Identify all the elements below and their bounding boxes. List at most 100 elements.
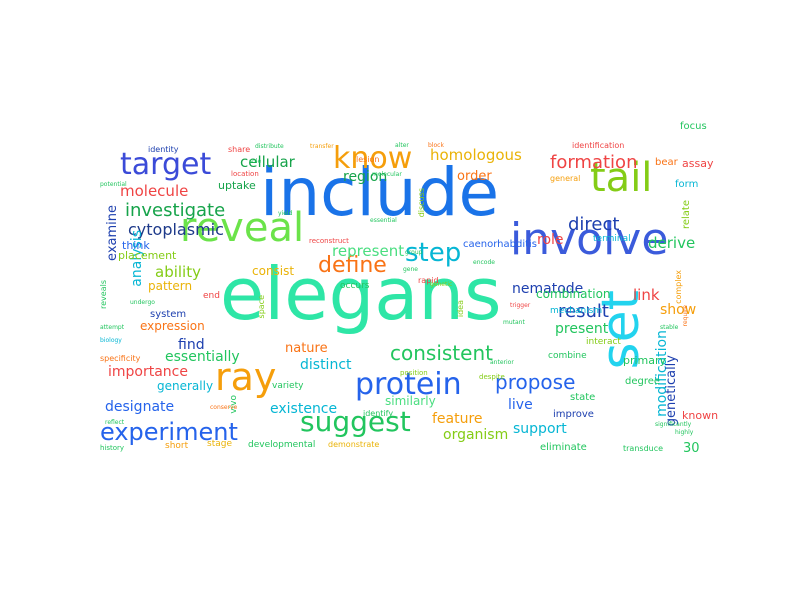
word-despite: despite xyxy=(479,373,505,381)
word-tail: tail xyxy=(590,155,653,201)
word-consist: consist xyxy=(252,264,295,278)
word-short: short xyxy=(165,441,189,451)
word-suggest: suggest xyxy=(300,405,411,438)
word-demonstrate: demonstrate xyxy=(328,440,380,449)
word-space: space xyxy=(257,295,266,319)
word-transduce: transduce xyxy=(623,444,664,453)
word-anterior: anterior xyxy=(490,359,514,366)
word-importance: importance xyxy=(108,364,188,380)
word-think: think xyxy=(122,239,150,252)
word-group: group xyxy=(405,249,423,256)
word-stable: stable xyxy=(660,324,679,331)
word-elegans: elegans xyxy=(220,252,502,336)
word-terminal: terminal xyxy=(593,234,631,244)
word-support: support xyxy=(513,421,567,437)
word-investigate: investigate xyxy=(125,200,226,221)
word-essential: essential xyxy=(370,217,397,224)
word-direct: direct xyxy=(568,214,620,235)
word-30: 30 xyxy=(683,441,700,456)
word-ability: ability xyxy=(155,263,201,281)
word-share: share xyxy=(228,145,251,154)
word-existence: existence xyxy=(270,401,338,417)
word-homologous: homologous xyxy=(430,146,522,164)
word-distribute: distribute xyxy=(255,143,284,150)
word-cellular: cellular xyxy=(240,153,295,171)
word-step: step xyxy=(405,238,462,268)
word-developmental: developmental xyxy=(248,440,316,450)
word-include: include xyxy=(260,154,500,231)
word-stage: stage xyxy=(207,439,232,449)
word-genetically: genetically xyxy=(664,355,679,427)
word-placement: placement xyxy=(118,249,177,262)
word-attempt: attempt xyxy=(100,324,125,331)
word-biology: biology xyxy=(100,337,122,344)
word-gene: gene xyxy=(403,266,418,273)
word-alter: alter xyxy=(395,142,409,149)
word-encode: encode xyxy=(473,259,495,266)
word-reveals: reveals xyxy=(99,280,108,309)
word-ray: ray xyxy=(215,355,277,399)
word-rapid: rapid xyxy=(418,276,439,285)
word-system: system xyxy=(150,309,187,320)
word-link: link xyxy=(633,286,660,304)
word-propose: propose xyxy=(495,370,576,394)
word-significantly: significantly xyxy=(655,421,692,428)
word-potential: potential xyxy=(100,181,127,188)
word-define: define xyxy=(318,253,387,278)
word-essentially: essentially xyxy=(165,349,240,365)
word-position: position xyxy=(400,369,428,377)
word-order: order xyxy=(457,169,492,184)
word-designate: designate xyxy=(105,399,175,415)
word-combination: combination xyxy=(536,287,611,301)
word-require: require xyxy=(682,305,689,327)
word-identification: identification xyxy=(572,141,625,150)
word-formation: formation xyxy=(550,152,638,173)
word-result: result xyxy=(558,301,609,322)
word-reflect: reflect xyxy=(105,419,125,426)
word-similarly: similarly xyxy=(385,394,436,408)
word-nature: nature xyxy=(285,341,328,356)
word-end: end xyxy=(203,291,220,301)
word-degree: degree xyxy=(625,376,661,387)
word-identify: identify xyxy=(363,409,394,418)
word-know: know xyxy=(333,141,413,176)
word-occurs: occurs xyxy=(340,281,370,291)
word-reveal: reveal xyxy=(180,205,305,251)
word-cytoplasmic: cytoplasmic xyxy=(128,220,224,239)
word-organism: organism xyxy=(443,427,509,443)
word-live: live xyxy=(508,397,533,413)
word-interact: interact xyxy=(586,337,621,347)
word-cloud: include elegans set involve reveal ray tail pro… xyxy=(99,120,718,456)
word-transfer: transfer xyxy=(310,143,334,150)
word-focus: focus xyxy=(680,121,707,132)
word-show: show xyxy=(660,302,697,318)
word-feature: feature xyxy=(432,411,483,427)
word-trigger: trigger xyxy=(510,302,531,309)
word-experiment: experiment xyxy=(100,418,238,446)
word-identity: identity xyxy=(148,145,179,154)
word-highly: highly xyxy=(675,429,694,436)
word-yield: yield xyxy=(278,210,293,217)
word-protein: protein xyxy=(355,367,462,402)
word-conserve: conserve xyxy=(210,404,238,411)
word-combine: combine xyxy=(548,351,587,361)
word-consistent: consistent xyxy=(390,341,493,365)
word-complex: complex xyxy=(674,270,683,304)
word-generally: generally xyxy=(157,379,214,393)
word-present: present xyxy=(555,321,609,337)
word-molecular: molecular xyxy=(372,171,402,178)
word-general: general xyxy=(550,174,581,183)
word-involve: involve xyxy=(510,214,669,265)
word-represent: represent xyxy=(332,242,405,260)
word-improve: improve xyxy=(553,409,594,420)
word-block: block xyxy=(428,142,444,149)
word-nematode: nematode xyxy=(512,281,584,297)
word-role: role xyxy=(537,232,564,248)
word-variety: variety xyxy=(272,381,304,391)
word-form: form xyxy=(675,179,699,190)
word-genetic: genetic xyxy=(430,281,453,288)
word-derive: derive xyxy=(648,234,696,252)
word-sole: sole xyxy=(249,158,262,165)
word-undergo: undergo xyxy=(130,299,155,306)
word-pattern: pattern xyxy=(148,279,193,293)
